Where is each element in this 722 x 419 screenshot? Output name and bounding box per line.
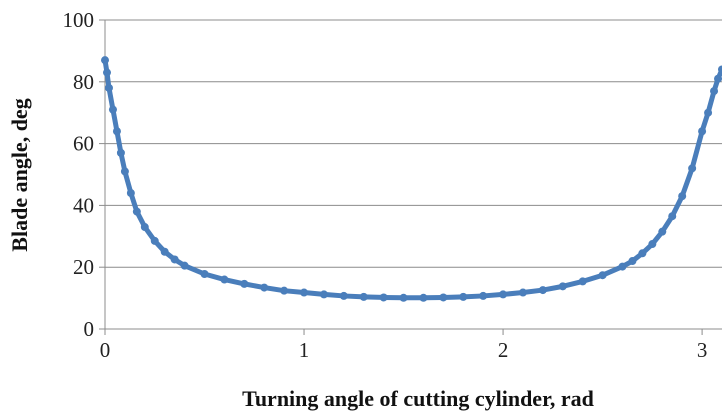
data-point	[399, 293, 408, 302]
data-point	[150, 236, 159, 245]
data-point	[714, 74, 722, 83]
data-point	[628, 257, 637, 266]
data-point	[698, 127, 707, 136]
x-tick-label-2: 2	[498, 338, 509, 362]
data-point	[104, 83, 113, 92]
y-axis-title: Blade angle, deg	[7, 98, 32, 251]
data-point	[479, 291, 488, 300]
data-point	[319, 290, 328, 299]
y-tick-label-80: 80	[73, 70, 94, 94]
data-point	[101, 56, 109, 65]
data-point	[678, 192, 687, 201]
data-point	[260, 283, 269, 292]
data-point	[112, 127, 121, 136]
data-point	[668, 212, 677, 221]
data-point	[379, 293, 388, 302]
data-point	[499, 290, 508, 299]
data-point	[459, 292, 468, 301]
data-point	[108, 105, 117, 114]
data-point	[240, 279, 249, 288]
data-point	[558, 282, 567, 291]
data-point	[439, 293, 448, 302]
data-point	[280, 286, 289, 295]
y-tick-label-40: 40	[73, 193, 94, 217]
data-point	[102, 68, 111, 77]
y-tick-label-0: 0	[84, 317, 95, 341]
data-point	[180, 261, 189, 270]
data-point	[300, 288, 309, 297]
data-point	[126, 189, 135, 198]
x-tick-label-3: 3	[697, 338, 708, 362]
y-tick-label-60: 60	[73, 132, 94, 156]
x-tick-label-1: 1	[299, 338, 310, 362]
data-point	[710, 87, 719, 96]
data-point	[160, 247, 169, 256]
data-point	[339, 291, 348, 300]
data-point	[618, 262, 627, 271]
data-point	[200, 269, 209, 278]
data-point	[419, 293, 428, 302]
axes	[99, 19, 722, 335]
tick-labels: 0 20 40 60 80 100 0 1 2 3	[63, 8, 708, 362]
y-tick-label-100: 100	[63, 8, 95, 32]
data-point	[704, 108, 713, 117]
data-point	[598, 271, 607, 280]
grid	[105, 19, 722, 268]
data-point	[658, 227, 667, 236]
x-tick-label-0: 0	[100, 338, 111, 362]
y-tick-label-20: 20	[73, 255, 94, 279]
data-point	[688, 164, 697, 173]
data-point	[638, 249, 647, 258]
data-point	[120, 167, 129, 176]
data-point	[538, 286, 547, 295]
data-point	[518, 288, 527, 297]
data-point	[116, 148, 125, 157]
data-point	[578, 277, 587, 286]
data-point	[140, 223, 149, 232]
data-series	[101, 56, 722, 302]
data-point	[648, 240, 657, 249]
series-0	[101, 56, 722, 302]
data-point	[359, 292, 368, 301]
data-point	[132, 207, 141, 216]
data-point	[170, 255, 179, 264]
data-point	[718, 65, 722, 74]
x-axis-title: Turning angle of cutting cylinder, rad	[242, 386, 594, 411]
data-point	[220, 275, 229, 284]
